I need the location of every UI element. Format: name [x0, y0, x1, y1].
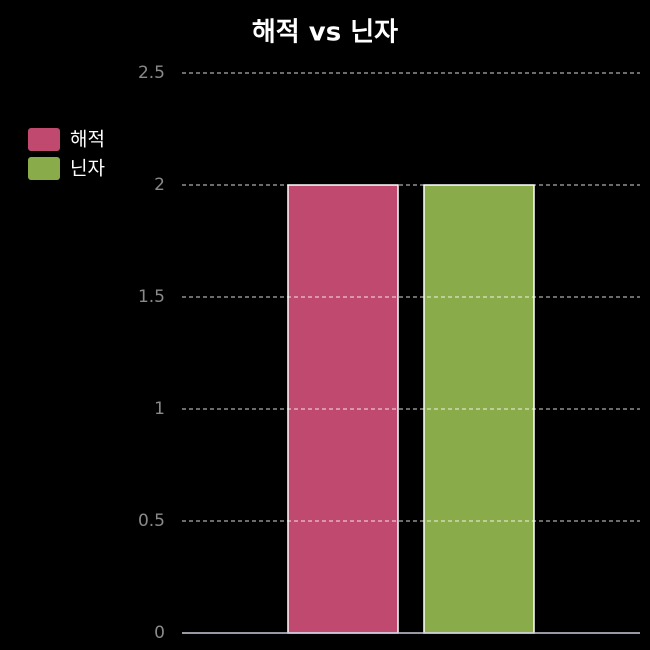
legend-label: 해적 [70, 129, 105, 151]
chart-title: 해적 vs 닌자 [252, 18, 398, 48]
y-tick-label: 2 [154, 175, 165, 195]
y-tick-label: 1 [154, 399, 165, 419]
y-tick-label: 1.5 [138, 287, 165, 307]
y-tick-label: 0.5 [138, 511, 165, 531]
legend-label: 닌자 [70, 158, 105, 180]
legend-swatch [28, 128, 60, 151]
y-tick-label: 0 [154, 623, 165, 643]
legend-swatch [28, 157, 60, 180]
y-tick-label: 2.5 [138, 63, 165, 83]
